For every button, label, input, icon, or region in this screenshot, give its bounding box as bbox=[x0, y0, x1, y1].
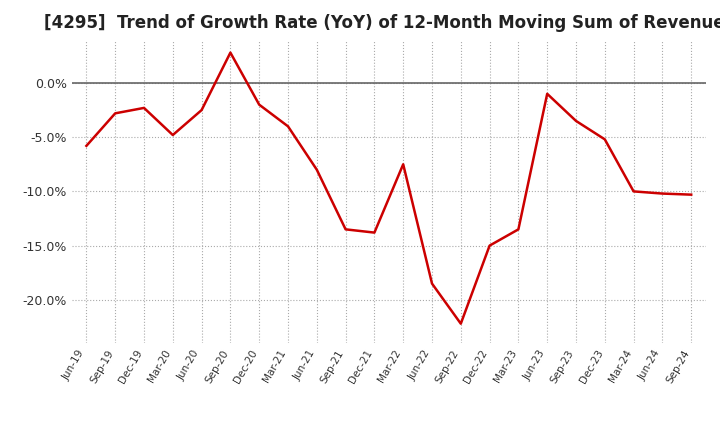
Title: [4295]  Trend of Growth Rate (YoY) of 12-Month Moving Sum of Revenues: [4295] Trend of Growth Rate (YoY) of 12-… bbox=[43, 15, 720, 33]
